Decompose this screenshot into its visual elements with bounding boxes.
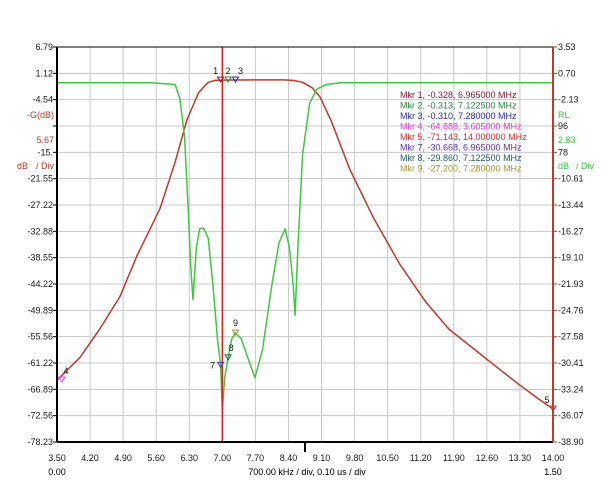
right-tick-label: 78 <box>558 147 568 157</box>
x-tick-label: 13.30 <box>509 453 532 463</box>
left-tick-label: -49.89 <box>27 305 53 315</box>
right-tick-label: 96 <box>558 121 568 131</box>
x-tick-label: 8.40 <box>280 453 298 463</box>
gain-trace <box>56 79 554 410</box>
left-tick-label: -4.54 <box>32 95 53 105</box>
marker-2-label: 2 <box>226 66 231 76</box>
x-tick-label: 10.50 <box>376 453 399 463</box>
right-scale-value: 2.83 <box>558 135 576 145</box>
x-scale-label: 700.00 kHz / div, 0.10 us / div <box>248 467 366 477</box>
right-tick-label: -30.41 <box>558 358 584 368</box>
right-tick-label: 3.53 <box>558 42 576 52</box>
marker-legend-entry: Mkr 3, -0.310, 7.280000 MHz <box>400 111 517 121</box>
x-tick-label: 7.70 <box>247 453 265 463</box>
right-tick-label: -21.93 <box>558 279 584 289</box>
right-tick-label: -16.27 <box>558 226 584 236</box>
marker-legend-entry: Mkr 4, -64.888, 3.605000 MHz <box>400 122 522 132</box>
marker-5-label: 5 <box>544 395 549 405</box>
left-axis-label: -G(dB) <box>27 110 54 120</box>
return-loss-trace <box>57 81 553 412</box>
time-start-label: 0.00 <box>48 467 66 477</box>
marker-1-label: 1 <box>213 66 218 76</box>
marker-9-label: 9 <box>233 318 238 328</box>
marker-4-label: 4 <box>63 366 68 376</box>
x-tick-label: 5.60 <box>147 453 165 463</box>
marker-3-label: 3 <box>238 66 243 76</box>
left-scale-div: / Div <box>36 161 55 171</box>
right-tick-label: -19.10 <box>558 253 584 263</box>
right-tick-label: -33.24 <box>558 384 584 394</box>
marker-legend-entry: Mkr 2, -0.313, 7.122500 MHz <box>400 101 517 111</box>
marker-legend-entry: Mkr 9, -27.200, 7.280000 MHz <box>400 164 522 174</box>
left-tick-label: -78.23 <box>27 437 53 447</box>
marker-7-triangle <box>216 361 225 369</box>
left-tick-label: -15. <box>37 147 53 157</box>
x-tick-label: 3.50 <box>48 453 66 463</box>
right-tick-label: -24.76 <box>558 305 584 315</box>
marker-3-triangle <box>231 76 240 83</box>
marker-4-triangle <box>58 376 66 383</box>
marker-1-triangle <box>216 76 225 84</box>
x-tick-label: 7.00 <box>214 453 232 463</box>
right-tick-label: 0.70 <box>558 68 576 78</box>
x-tick-label: 9.80 <box>346 453 364 463</box>
marker-9-triangle <box>231 329 240 337</box>
left-tick-label: 1.12 <box>35 68 53 78</box>
x-tick-label: 11.90 <box>443 453 465 463</box>
x-tick-label: 14.00 <box>542 453 565 463</box>
x-tick-label: 4.20 <box>81 453 99 463</box>
marker-8-triangle <box>224 354 233 361</box>
time-end-label: 1.50 <box>544 467 562 477</box>
x-tick-label: 12.60 <box>476 453 499 463</box>
right-tick-label: -2.13 <box>558 95 579 105</box>
marker-legend-entry: Mkr 8, -29.860, 7.122500 MHz <box>400 153 522 163</box>
left-tick-label: -38.55 <box>27 253 53 263</box>
right-tick-label: -10.61 <box>558 174 584 184</box>
marker-legend-entry: Mkr 7, -30.668, 6.965000 MHz <box>400 143 522 153</box>
left-tick-label: -27.22 <box>27 200 53 210</box>
right-axis-label: RL <box>558 110 570 120</box>
marker-legend-entry: Mkr 1, -0.328, 6.965000 MHz <box>400 90 517 100</box>
right-tick-label: -13.44 <box>558 200 584 210</box>
left-tick-label: -66.89 <box>27 384 53 394</box>
markers: 1 2 3 4 5 7 8 9 <box>58 66 557 413</box>
x-tick-label: 11.20 <box>410 453 432 463</box>
right-scale-div: / Div <box>576 161 595 171</box>
right-tick-label: -36.07 <box>558 411 584 421</box>
x-tick-label: 6.30 <box>181 453 199 463</box>
left-scale-value: 5.67 <box>36 135 54 145</box>
left-tick-label: -72.56 <box>27 411 53 421</box>
x-tick-label: 9.10 <box>313 453 331 463</box>
left-scale-unit: dB <box>17 161 28 171</box>
left-tick-label: -61.22 <box>27 358 53 368</box>
axes: 3.50 6.79 3.53 4.20 1.12 0.70 4.90 -4.54 -2.13 5.… <box>27 42 583 463</box>
grid <box>56 46 554 443</box>
left-tick-label: -21.55 <box>27 174 53 184</box>
right-tick-label: -27.58 <box>558 332 584 342</box>
right-tick-label: -38.90 <box>558 437 584 447</box>
left-tick-label: -32.88 <box>27 226 53 236</box>
left-tick-label: -44.22 <box>27 279 53 289</box>
marker-8-label: 8 <box>229 343 234 353</box>
right-scale-unit: dB <box>558 161 569 171</box>
marker-2-triangle <box>224 76 233 83</box>
x-tick-label: 4.90 <box>114 453 132 463</box>
left-tick-label: 6.79 <box>35 42 53 52</box>
left-tick-label: -55.56 <box>27 332 53 342</box>
marker-legend-entry: Mkr 5, -71.143, 14.000000 MHz <box>400 132 527 142</box>
marker-7-label: 7 <box>210 360 215 370</box>
curves <box>56 47 554 442</box>
